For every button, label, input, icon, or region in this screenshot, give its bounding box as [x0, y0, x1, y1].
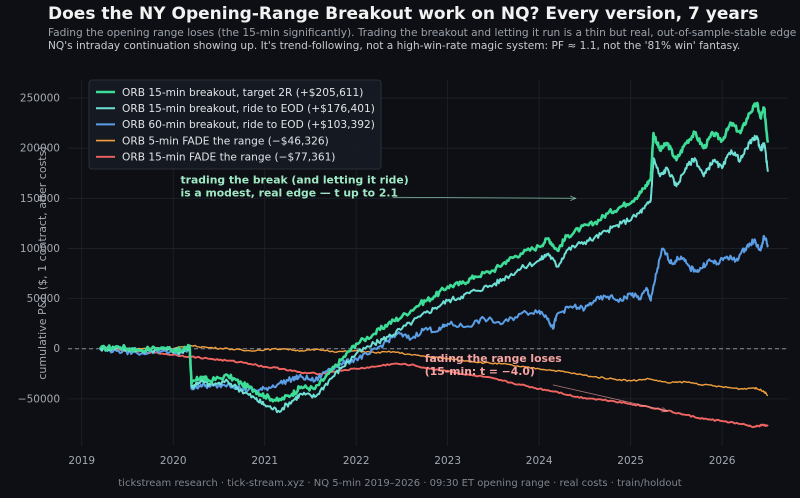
legend-box	[88, 79, 382, 170]
legend-entry-3: ORB 5-min FADE the range (−$46,326)	[122, 135, 329, 147]
annotation-layer: trading the break (and letting it ride)i…	[181, 173, 669, 413]
y-tick-label: 50000	[27, 293, 60, 305]
y-tick-label: −50000	[18, 393, 60, 405]
annotation-arrow-0	[392, 196, 576, 199]
chart-title: Does the NY Opening-Range Breakout work …	[48, 4, 759, 24]
y-tick-label: 100000	[20, 243, 60, 255]
legend-entry-4: ORB 15-min FADE the range (−$77,361)	[122, 152, 335, 164]
y-tick-label: 0	[53, 343, 60, 355]
footer-credits: tickstream research · tick-stream.xyz · …	[118, 478, 682, 489]
subtitle-line-2: NQ's intraday continuation showing up. I…	[48, 39, 741, 52]
x-tick-label: 2023	[434, 455, 461, 467]
chart-subtitle: Fading the opening range loses (the 15-m…	[48, 27, 800, 52]
x-tick-label: 2021	[251, 455, 278, 467]
annotation-text-1-line-2: (15-min: t = −4.0)	[425, 365, 535, 378]
legend: ORB 15-min breakout, target 2R (+$205,61…	[88, 79, 382, 170]
annotation-arrowhead-1	[661, 407, 669, 413]
series-line-3	[100, 344, 769, 397]
annotation-text-1-line-1: fading the range loses	[425, 352, 562, 365]
y-tick-label: 200000	[20, 143, 60, 155]
annotation-text-0-line-1: trading the break (and letting it ride)	[181, 173, 409, 186]
x-tick-label: 2026	[709, 455, 736, 467]
x-tick-label: 2020	[160, 455, 187, 467]
x-tick-label: 2024	[526, 455, 553, 467]
y-tick-label: 250000	[20, 93, 60, 105]
series-layer	[98, 101, 770, 429]
annotation-arrow-1	[552, 384, 668, 412]
axis-layer: −50000 0 50000 100000 150000 200000 250000 2019…	[18, 93, 736, 467]
legend-entry-1: ORB 15-min breakout, ride to EOD (+$176,…	[122, 103, 375, 115]
x-tick-label: 2022	[343, 455, 370, 467]
y-axis-label: cumulative P&L ($, 1 contract, after cos…	[36, 146, 49, 379]
series-line-0	[98, 101, 770, 403]
series-line-1	[99, 134, 769, 414]
annotation-text-0-line-2: is a modest, real edge — t up to 2.1	[181, 186, 398, 199]
y-tick-label: 150000	[20, 193, 60, 205]
series-line-4	[99, 347, 769, 429]
annotation-arrowhead-0	[570, 195, 577, 201]
legend-entry-2: ORB 60-min breakout, ride to EOD (+$103,…	[122, 119, 375, 131]
x-tick-label: 2019	[68, 455, 95, 467]
x-tick-label: 2025	[617, 455, 644, 467]
legend-entry-0: ORB 15-min breakout, target 2R (+$205,61…	[122, 87, 363, 99]
subtitle-line-1: Fading the opening range loses (the 15-m…	[48, 27, 800, 39]
